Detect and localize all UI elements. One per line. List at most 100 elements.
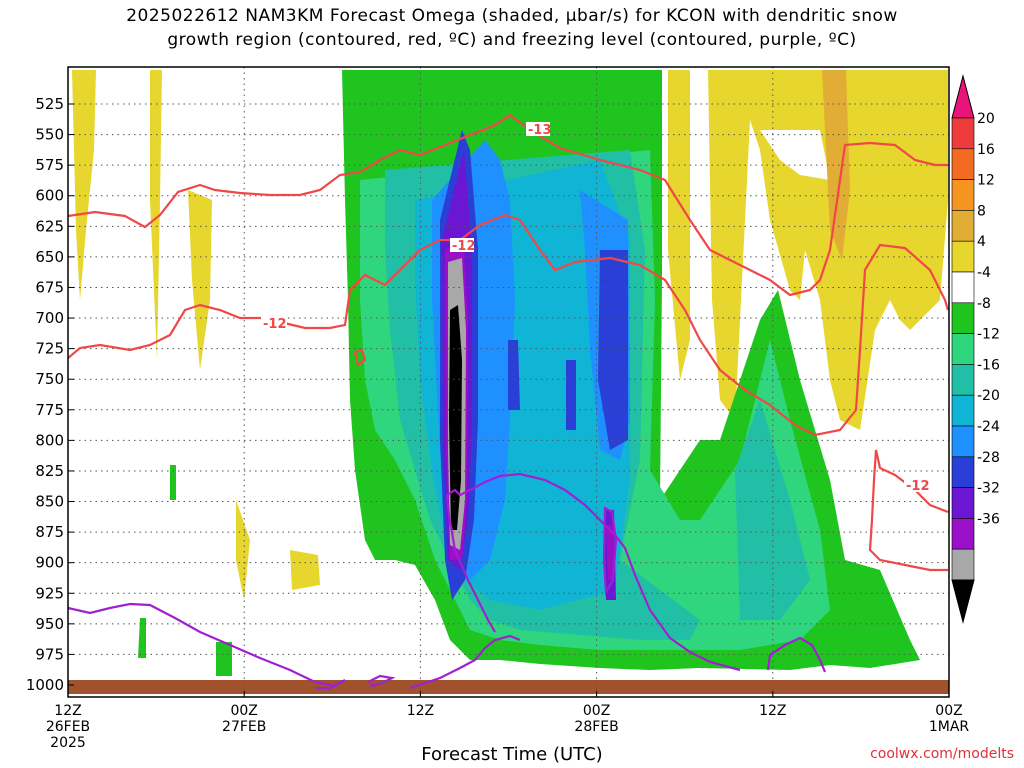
y-tick-label: 675 xyxy=(35,278,64,296)
contour-label: -12 xyxy=(263,317,287,332)
colorbar-swatch xyxy=(951,487,975,519)
contour-label-bg xyxy=(450,238,474,252)
contour-label-bg xyxy=(261,316,287,330)
chart-title-line-1: 2025022612 NAM3KM Forecast Omega (shaded… xyxy=(126,6,898,26)
colorbar-label: -24 xyxy=(977,419,1000,435)
colorbar-label: -20 xyxy=(977,388,1000,404)
colorbar-label: 20 xyxy=(977,111,995,127)
y-tick-label: 775 xyxy=(35,401,64,419)
y-tick-label: 875 xyxy=(35,523,64,541)
freezing-level-contours xyxy=(68,472,827,690)
colorbar-label: 4 xyxy=(977,234,986,250)
colorbar-arrow-bottom xyxy=(951,579,975,624)
y-tick-label: 550 xyxy=(35,126,64,144)
colorbar-swatch xyxy=(951,394,975,427)
colorbar-swatch xyxy=(951,456,975,488)
y-tick-label: 850 xyxy=(35,493,64,511)
omega-fill xyxy=(735,400,810,620)
omega-fill xyxy=(760,130,830,180)
omega-shading xyxy=(72,70,948,676)
colorbar-label: -4 xyxy=(977,265,991,281)
colorbar-swatch xyxy=(951,148,975,180)
y-tick-label: 1000 xyxy=(26,676,64,694)
freezing-level-contour xyxy=(367,674,396,688)
omega-fill xyxy=(290,550,320,590)
freezing-level-contour xyxy=(766,636,827,673)
y-tick-label: 825 xyxy=(35,462,64,480)
y-tick-label: 800 xyxy=(35,431,64,449)
plot-frame xyxy=(67,66,950,698)
contour-label: -12 xyxy=(906,479,930,494)
x-tick-label: 26FEB xyxy=(46,719,90,735)
omega-fill xyxy=(216,642,232,676)
dendritic-contour-upper xyxy=(68,113,948,297)
contour-labels: -13 -12 -12 -12 xyxy=(263,123,930,494)
colorbar-label: -32 xyxy=(977,481,1000,497)
omega-fill xyxy=(508,340,520,410)
omega-fill xyxy=(822,70,850,260)
freezing-level-contour xyxy=(446,472,741,672)
colorbar-swatch xyxy=(951,364,975,396)
omega-fill xyxy=(598,250,628,450)
contour-label-bg xyxy=(904,478,932,492)
dendritic-growth-contours xyxy=(68,113,949,572)
y-tick-label: 725 xyxy=(35,340,64,358)
contour-label: -12 xyxy=(452,239,476,254)
colorbar-swatch xyxy=(951,271,975,304)
x-tick-label: 28FEB xyxy=(574,719,618,735)
chart-title-line-2: growth region (contoured, red, ºC) and f… xyxy=(167,30,857,50)
omega-fill xyxy=(72,70,96,300)
colorbar-swatch xyxy=(951,518,975,550)
y-tick-label: 625 xyxy=(35,217,64,235)
y-tick-label: 525 xyxy=(35,95,64,113)
freezing-level-contour xyxy=(68,602,346,690)
colorbar-label: 16 xyxy=(977,142,995,158)
omega-fill xyxy=(566,360,576,430)
colorbar: 20 16 12 8 4 -4 -8 -12 -16 -20 -24 -28 -32 -36 xyxy=(951,74,1000,624)
colorbar-swatch xyxy=(951,210,975,242)
colorbar-swatch xyxy=(951,240,975,273)
y-tick-label: 950 xyxy=(35,615,64,633)
x-tick-label: 2025 xyxy=(50,735,86,751)
y-tick-label: 900 xyxy=(35,554,64,572)
x-tick-label: 00Z xyxy=(935,703,962,719)
omega-fill xyxy=(708,70,948,430)
dendritic-contour-small xyxy=(353,348,367,367)
x-tick-label: 00Z xyxy=(583,703,610,719)
source-credit: coolwx.com/modelts xyxy=(870,746,1014,762)
omega-fill xyxy=(150,70,162,360)
omega-fill xyxy=(449,305,462,530)
x-axis-label: Forecast Time (UTC) xyxy=(421,744,603,765)
colorbar-label: -16 xyxy=(977,357,1000,373)
colorbar-swatch xyxy=(951,302,975,334)
dendritic-contour-right xyxy=(868,449,949,572)
y-tick-label: 925 xyxy=(35,584,64,602)
y-tick-label: 650 xyxy=(35,248,64,266)
omega-fill xyxy=(188,190,212,370)
x-tick-label: 12Z xyxy=(759,703,786,719)
omega-fill xyxy=(668,70,690,380)
x-tick-label: 1MAR xyxy=(929,719,970,735)
colorbar-label: 12 xyxy=(977,173,995,189)
x-tick-label: 27FEB xyxy=(222,719,266,735)
colorbar-swatch xyxy=(951,425,975,458)
y-tick-label: 600 xyxy=(35,187,64,205)
y-tick-label: 700 xyxy=(35,309,64,327)
freezing-level-contour xyxy=(409,634,521,690)
dendritic-contour-lower xyxy=(68,213,949,437)
contour-label: -13 xyxy=(528,123,552,138)
colorbar-swatch xyxy=(951,548,975,581)
freezing-level-contour xyxy=(602,506,618,596)
contour-label-bg xyxy=(526,122,550,136)
colorbar-label: -12 xyxy=(977,327,1000,343)
grid: 525 550 575 600 625 650 675 700 725 750 775 800 825 8… xyxy=(26,67,970,751)
colorbar-swatch xyxy=(951,333,975,365)
colorbar-label: -36 xyxy=(977,511,1000,527)
omega-fill xyxy=(170,465,176,500)
freezing-level-contour xyxy=(445,494,496,633)
surface-terrain-band xyxy=(68,680,949,694)
colorbar-arrow-top xyxy=(951,74,975,119)
colorbar-label: 8 xyxy=(977,203,986,219)
y-tick-label: 975 xyxy=(35,645,64,663)
